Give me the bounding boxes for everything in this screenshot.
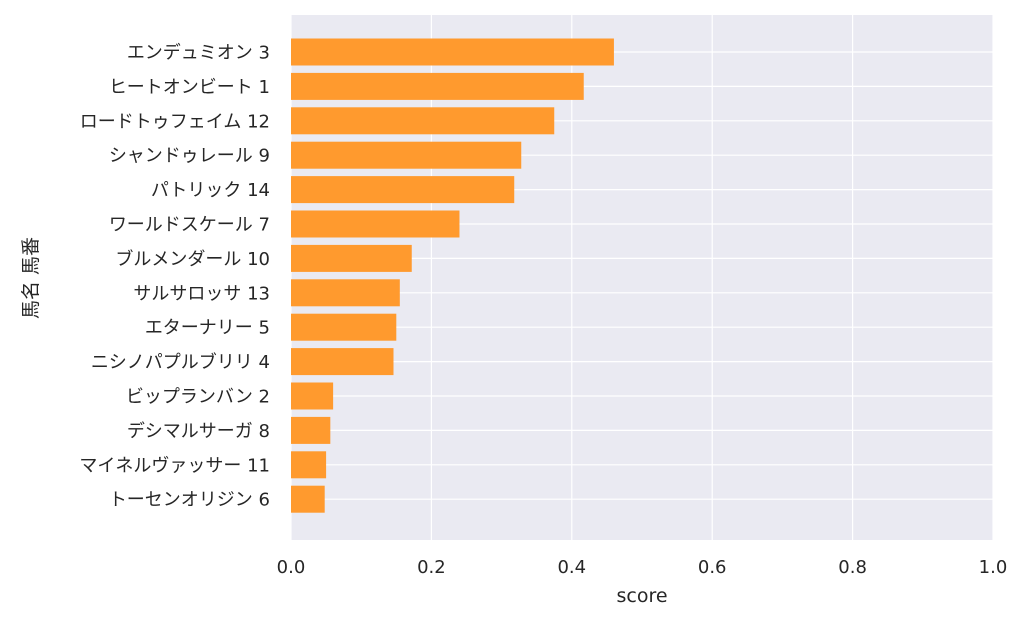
y-tick-label: マイネルヴァッサー 11 [79, 455, 270, 476]
y-tick-label: ビップランバン 2 [126, 387, 270, 408]
y-tick-label: シャンドゥレール 9 [109, 146, 270, 167]
y-tick-label: パトリック 14 [151, 180, 270, 201]
y-tick-label: ブルメンダール 10 [115, 248, 270, 270]
bars [291, 38, 614, 513]
x-tick-label: 1.0 [979, 557, 1008, 578]
bar [291, 38, 614, 66]
bar [291, 382, 334, 410]
x-tick-labels: 0.0 0.2 0.4 0.6 0.8 1.0 [277, 557, 1008, 578]
y-tick-label: エターナリー 5 [145, 318, 270, 339]
bar [291, 141, 522, 169]
y-tick-labels: エンデュミオン 3 ヒートオンビート 1 ロードトゥフェイム 12 シャンドゥレール … [79, 43, 270, 511]
bar [291, 107, 555, 135]
y-tick-label: ワールドスケール 7 [109, 215, 270, 236]
bar [291, 176, 515, 204]
x-tick-label: 0.4 [557, 557, 586, 578]
x-tick-label: 0.2 [417, 557, 446, 578]
plot-background [291, 15, 993, 540]
bar [291, 72, 584, 100]
y-axis-title: 馬名 馬番 [20, 237, 42, 319]
y-tick-label: ロードトゥフェイム 12 [80, 111, 270, 132]
bar [291, 416, 331, 444]
y-tick-label: ニシノパプルブリリ 4 [91, 351, 270, 373]
bar [291, 279, 400, 307]
y-tick-label: ヒートオンビート 1 [109, 77, 270, 98]
bar [291, 244, 412, 272]
x-tick-label: 0.8 [838, 557, 867, 578]
bar [291, 348, 394, 376]
bar [291, 485, 325, 513]
x-tick-label: 0.0 [277, 557, 306, 578]
bar [291, 313, 397, 341]
x-axis-title: score [616, 585, 667, 607]
y-tick-label: サルサロッサ 13 [133, 283, 270, 304]
y-tick-label: デシマルサーガ 8 [127, 421, 270, 442]
x-tick-label: 0.6 [698, 557, 727, 578]
y-tick-label: エンデュミオン 3 [127, 43, 270, 64]
bar [291, 210, 460, 238]
y-tick-label: トーセンオリジン 6 [109, 490, 270, 511]
bar [291, 451, 327, 479]
